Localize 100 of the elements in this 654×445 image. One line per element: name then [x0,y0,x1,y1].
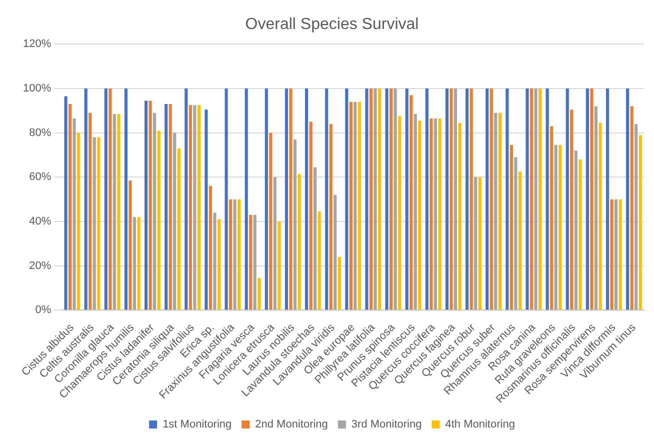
bar [369,88,373,310]
bar [334,194,337,310]
bar [289,88,292,310]
bar [309,122,312,310]
bar [68,104,72,310]
legend-label: 2nd Monitoring [255,418,328,431]
bar [305,88,308,310]
bar [354,102,357,310]
bar [410,95,413,310]
bar [425,88,428,310]
y-tick-label: 120% [22,38,52,50]
bar [445,88,449,310]
bar [329,124,332,310]
bar [365,88,368,310]
legend-label: 3rd Monitoring [351,418,422,431]
bar [164,104,168,310]
bar [84,88,88,310]
bar [193,105,196,310]
bar [385,88,388,310]
bar [253,214,256,310]
bar [490,88,493,310]
bar [104,88,108,310]
bar [566,88,569,310]
bar [626,88,630,310]
bar [173,132,176,310]
bar [229,199,232,310]
bar [606,88,610,310]
bar [554,145,558,310]
bar [88,112,92,310]
bar [438,118,442,310]
bar [273,177,276,310]
bar [97,137,100,310]
bar [594,106,598,310]
bar [430,118,433,310]
bar [177,148,180,310]
bar [188,105,192,310]
bar [405,88,408,310]
y-tick-label: 60% [29,171,52,184]
bar [506,88,509,310]
bar [132,217,136,310]
bar [144,100,148,310]
bar [269,132,272,310]
bar [578,159,582,310]
bar [558,145,562,310]
bar [298,174,301,310]
bar [634,124,638,310]
bar [534,88,538,310]
bar [486,88,489,310]
bar [498,112,502,310]
bar [434,118,437,310]
bar [349,102,352,310]
bar [233,199,236,310]
bar [390,88,393,310]
bar [345,88,348,310]
bar [64,96,68,310]
bar [293,140,297,310]
bar [510,145,513,310]
bar [184,88,188,310]
bar [213,212,216,310]
bar [278,222,281,310]
bar [318,212,321,310]
bar [590,88,594,310]
bar [77,132,80,310]
bar [217,219,221,310]
bar [284,88,288,310]
bar [153,112,156,310]
bar [117,114,120,310]
bar [148,100,152,310]
y-tick-label: 100% [22,82,52,95]
bar [314,167,317,310]
y-tick-label: 20% [29,260,52,272]
legend-label: 4th Monitoring [445,418,515,431]
legend-label: 1st Monitoring [162,418,232,431]
bar [538,88,542,310]
bar [244,88,248,310]
bar [630,106,634,310]
bar [570,110,574,310]
y-tick-label: 0% [35,304,52,316]
bar [610,199,614,310]
y-tick-label: 80% [29,126,52,139]
bar [550,126,554,310]
bar [614,199,618,310]
bar [108,88,112,310]
bar [124,88,128,310]
bar [454,88,458,310]
bar [378,88,382,310]
bar [137,217,140,310]
bar [514,157,518,310]
bar [394,88,397,310]
bar [264,88,268,310]
bar [338,256,341,310]
bar [197,105,200,310]
bar [598,122,602,310]
bar [466,88,469,310]
y-tick-label: 40% [29,216,52,228]
bar [414,114,417,310]
bar [208,186,212,310]
bar [92,137,96,310]
bar [157,130,160,310]
chart-title: Overall Species Survival [245,16,419,34]
